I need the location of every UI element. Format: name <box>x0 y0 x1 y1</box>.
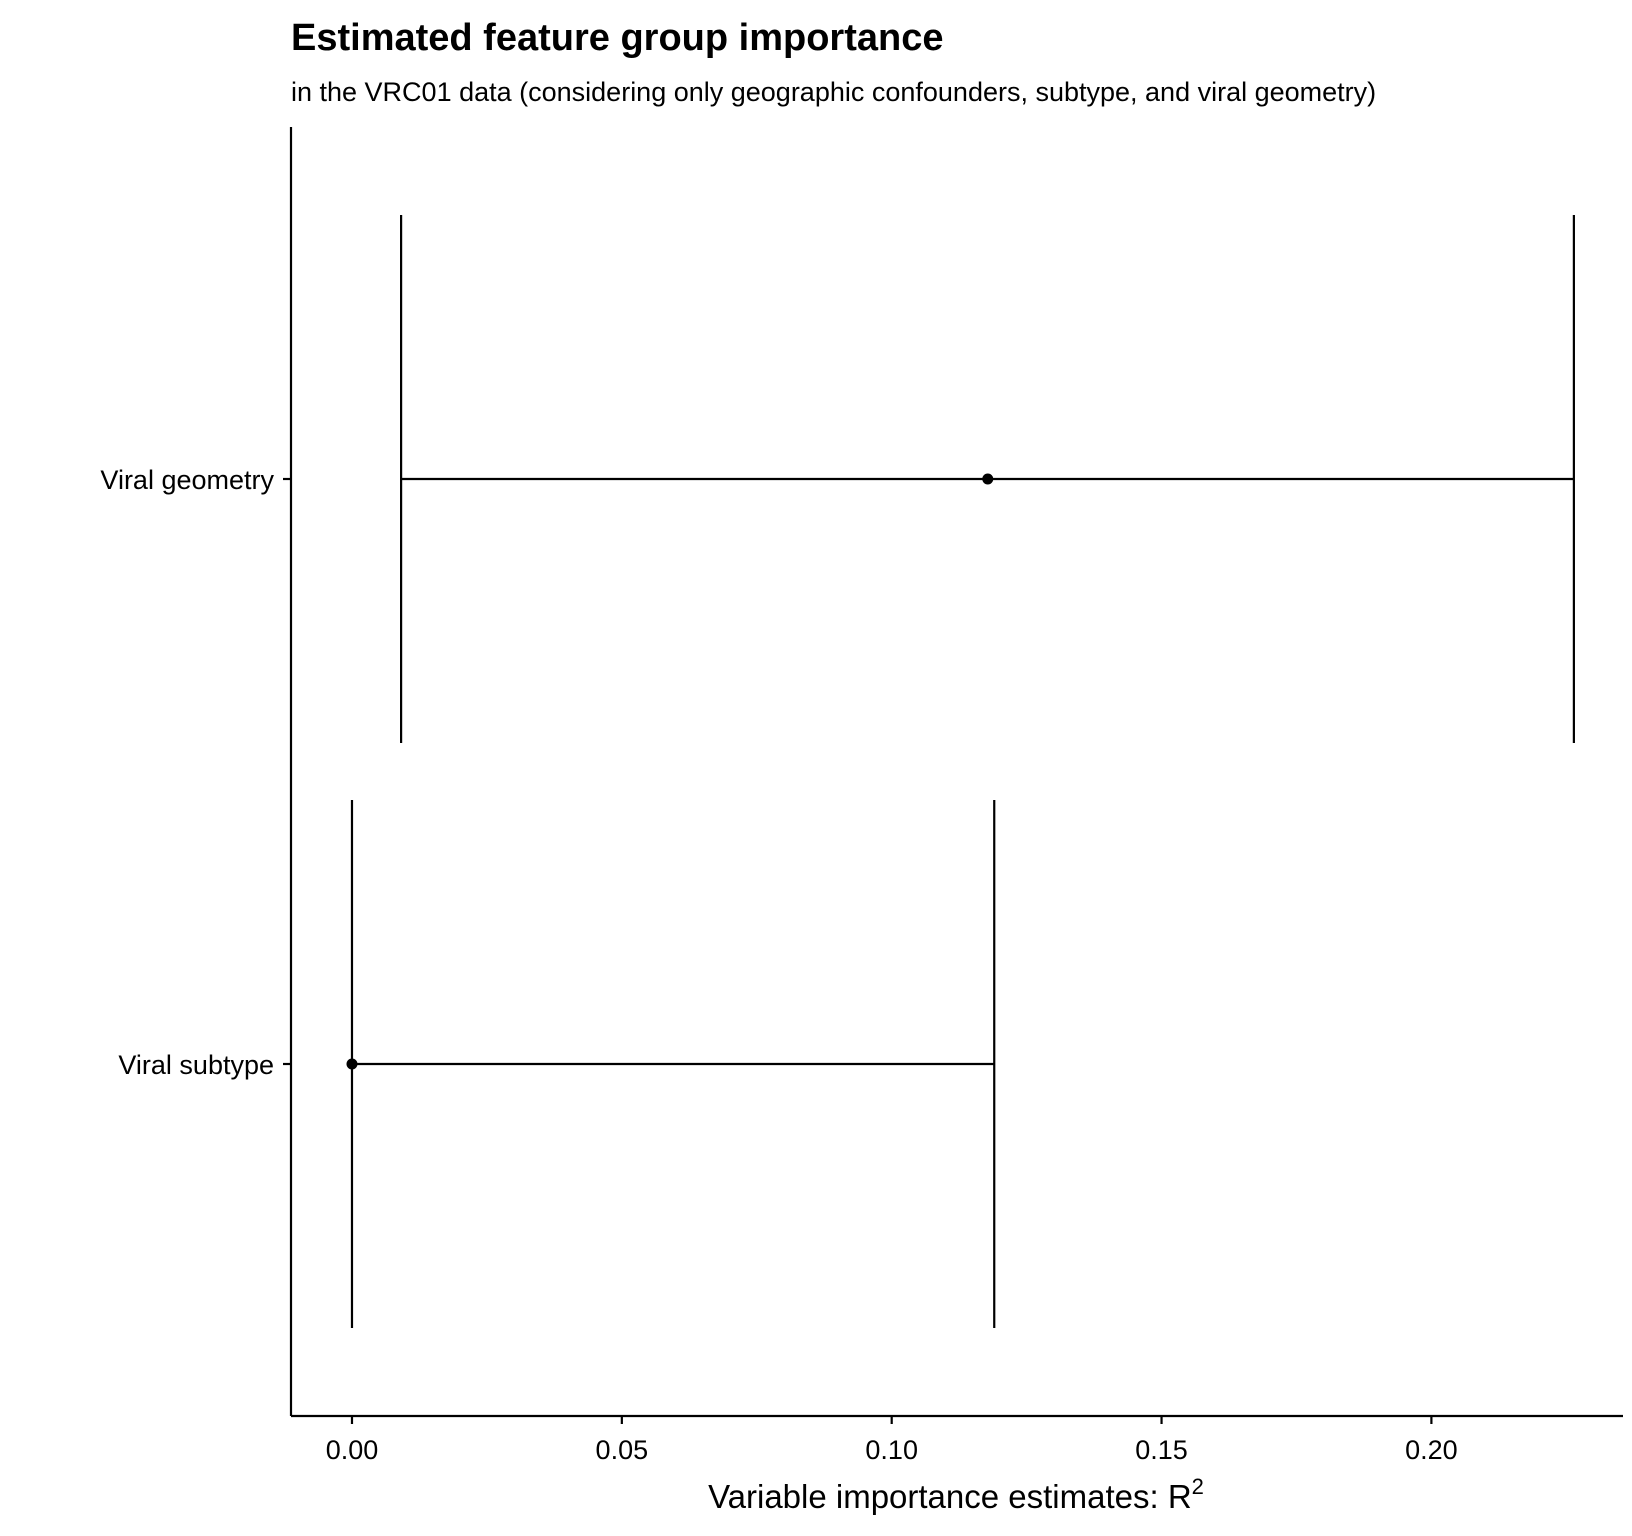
x-axis-ticks: 0.00 0.05 0.10 0.15 0.20 <box>326 1416 1458 1465</box>
chart-subtitle: in the VRC01 data (considering only geog… <box>291 77 1376 107</box>
x-axis-title-main: Variable importance estimates: R <box>708 1478 1192 1515</box>
x-tick-label: 0.20 <box>1405 1435 1458 1465</box>
x-tick-label: 0.00 <box>326 1435 379 1465</box>
x-tick-label: 0.10 <box>865 1435 918 1465</box>
plot-area <box>346 215 1575 1328</box>
point-estimate <box>346 1058 358 1070</box>
errorbar-viral-geometry <box>400 215 1575 743</box>
point-estimate <box>982 473 994 485</box>
x-tick-label: 0.15 <box>1135 1435 1188 1465</box>
errorbar-viral-subtype <box>346 800 996 1328</box>
y-axis-ticks: Viral geometry Viral subtype <box>100 465 291 1080</box>
x-axis-title: Variable importance estimates: R2 <box>708 1474 1204 1515</box>
x-axis-title-superscript: 2 <box>1192 1474 1204 1499</box>
y-tick-label: Viral geometry <box>100 465 274 495</box>
x-tick-label: 0.05 <box>596 1435 649 1465</box>
chart-title: Estimated feature group importance <box>291 17 943 59</box>
y-tick-label: Viral subtype <box>118 1050 274 1080</box>
